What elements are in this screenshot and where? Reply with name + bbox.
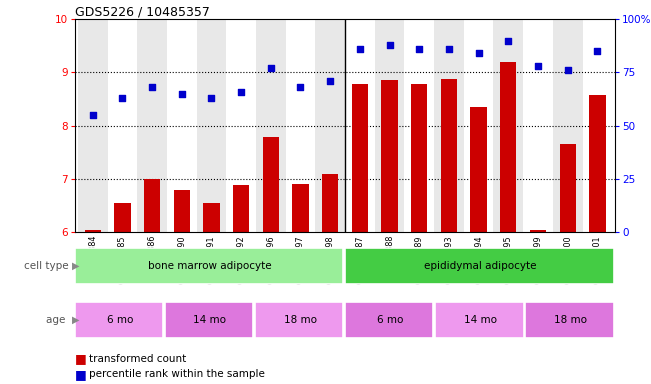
Point	[414, 46, 424, 52]
Bar	[500, 62, 516, 232]
Bar	[114, 203, 131, 232]
Text: bone marrow adipocyte: bone marrow adipocyte	[148, 261, 271, 271]
Bar	[434, 19, 464, 232]
Bar	[471, 107, 487, 232]
Bar	[530, 230, 546, 232]
Bar	[553, 19, 583, 232]
Bar	[262, 137, 279, 232]
Bar	[197, 19, 227, 232]
Text: 14 mo: 14 mo	[193, 314, 227, 325]
Text: ■: ■	[75, 368, 87, 381]
Bar	[352, 84, 368, 232]
Bar	[256, 19, 286, 232]
Bar	[493, 19, 523, 232]
Bar	[345, 248, 614, 284]
Bar	[583, 19, 612, 232]
Bar	[174, 190, 190, 232]
Bar	[435, 301, 523, 338]
Text: cell type: cell type	[23, 261, 72, 271]
Bar	[315, 19, 345, 232]
Text: ▶: ▶	[72, 261, 79, 271]
Point	[473, 50, 484, 56]
Bar	[167, 19, 197, 232]
Bar	[255, 301, 344, 338]
Text: 18 mo: 18 mo	[283, 314, 316, 325]
Text: age: age	[46, 314, 72, 325]
Bar	[345, 19, 375, 232]
Bar	[137, 19, 167, 232]
Bar	[78, 19, 107, 232]
Point	[355, 46, 365, 52]
Bar	[441, 79, 457, 232]
Text: percentile rank within the sample: percentile rank within the sample	[89, 369, 265, 379]
Bar	[227, 19, 256, 232]
Bar	[203, 203, 219, 232]
Bar	[75, 301, 163, 338]
Text: 14 mo: 14 mo	[464, 314, 497, 325]
Point	[87, 112, 98, 118]
Text: ■: ■	[75, 353, 87, 366]
Point	[236, 89, 246, 95]
Bar	[345, 301, 434, 338]
Bar	[525, 301, 614, 338]
Text: GDS5226 / 10485357: GDS5226 / 10485357	[75, 5, 210, 18]
Text: 6 mo: 6 mo	[107, 314, 133, 325]
Point	[562, 67, 573, 73]
Point	[296, 84, 306, 91]
Bar	[523, 19, 553, 232]
Point	[266, 65, 276, 71]
Bar	[85, 230, 101, 232]
Bar	[322, 174, 339, 232]
Point	[444, 46, 454, 52]
Text: ▶: ▶	[72, 314, 79, 325]
Bar	[75, 248, 344, 284]
Bar	[381, 81, 398, 232]
Bar	[233, 185, 249, 232]
Bar	[107, 19, 137, 232]
Point	[176, 91, 187, 97]
Bar	[411, 84, 428, 232]
Bar	[464, 19, 493, 232]
Bar	[165, 301, 253, 338]
Point	[206, 95, 217, 101]
Text: epididymal adipocyte: epididymal adipocyte	[424, 261, 536, 271]
Point	[384, 42, 395, 48]
Bar	[559, 144, 576, 232]
Bar	[144, 179, 160, 232]
Bar	[375, 19, 404, 232]
Bar	[292, 184, 309, 232]
Point	[503, 38, 514, 44]
Point	[592, 48, 603, 54]
Point	[117, 95, 128, 101]
Bar	[404, 19, 434, 232]
Point	[325, 78, 335, 84]
Text: 18 mo: 18 mo	[553, 314, 587, 325]
Point	[533, 63, 543, 69]
Point	[147, 84, 158, 91]
Bar	[589, 95, 605, 232]
Text: transformed count: transformed count	[89, 354, 186, 364]
Text: 6 mo: 6 mo	[377, 314, 403, 325]
Bar	[286, 19, 315, 232]
